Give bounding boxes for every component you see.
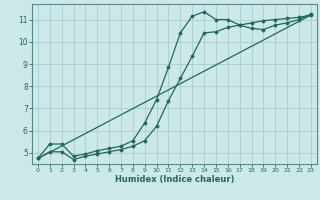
X-axis label: Humidex (Indice chaleur): Humidex (Indice chaleur) (115, 175, 234, 184)
